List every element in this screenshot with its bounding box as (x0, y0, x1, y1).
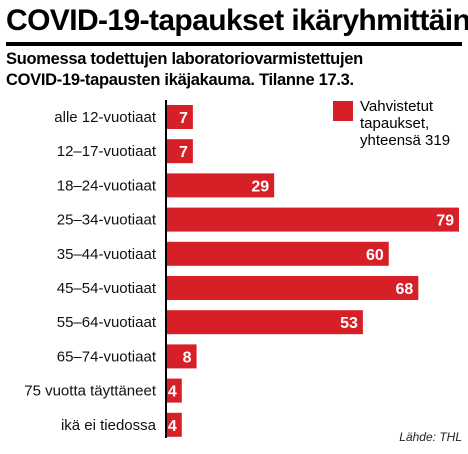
category-label-0: alle 12-vuotiaat (54, 109, 157, 126)
category-label-4: 35–44-vuotiaat (57, 246, 157, 263)
value-label-1: 7 (179, 144, 188, 161)
value-label-6: 53 (340, 315, 358, 332)
subtitle-line-1: Suomessa todettujen laboratoriovarmistet… (6, 50, 363, 68)
bar-9 (167, 412, 182, 437)
category-label-3: 25–34-vuotiaat (57, 212, 157, 229)
category-label-9: ikä ei tiedossa (61, 417, 157, 434)
legend: Vahvistetut tapaukset, yhteensä 319 (333, 98, 468, 149)
value-label-9: 4 (168, 418, 177, 435)
value-label-0: 7 (179, 110, 188, 127)
value-label-4: 60 (366, 247, 384, 264)
bar-3 (167, 207, 459, 232)
title-rule (6, 42, 462, 46)
value-label-3: 79 (436, 213, 454, 230)
value-label-7: 8 (183, 349, 192, 366)
subtitle-line-2: COVID-19-tapausten ikäjakauma. Tilanne 1… (6, 71, 354, 89)
bar-8 (167, 378, 182, 403)
category-label-7: 65–74-vuotiaat (57, 348, 157, 365)
value-label-8: 4 (168, 384, 177, 401)
category-label-2: 18–24-vuotiaat (57, 177, 157, 194)
bar-4 (167, 241, 389, 266)
category-label-6: 55–64-vuotiaat (57, 314, 157, 331)
legend-label: Vahvistetut tapaukset, yhteensä 319 (360, 98, 451, 149)
bar-6 (167, 310, 363, 335)
category-label-1: 12–17-vuotiaat (57, 143, 157, 160)
category-label-5: 45–54-vuotiaat (57, 280, 157, 297)
category-label-8: 75 vuotta täyttäneet (24, 383, 157, 400)
value-label-5: 68 (396, 281, 414, 298)
bar-1 (167, 139, 193, 164)
bar-2 (167, 173, 275, 198)
chart-title: COVID-19-tapaukset ikäryhmittäin (6, 4, 468, 37)
bar-5 (167, 276, 419, 300)
chart-subtitle: Suomessa todettujen laboratoriovarmistet… (6, 49, 363, 91)
bar-0 (167, 105, 193, 129)
legend-swatch (333, 101, 353, 121)
value-label-2: 29 (251, 178, 269, 195)
source-note: Lähde: THL (399, 430, 462, 444)
bar-7 (167, 344, 197, 369)
